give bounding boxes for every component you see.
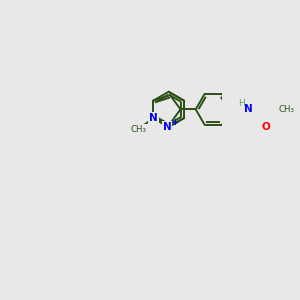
Text: CH₃: CH₃: [130, 125, 146, 134]
Text: N: N: [244, 104, 253, 114]
Text: +: +: [171, 118, 178, 127]
Text: O: O: [262, 122, 270, 132]
Text: H: H: [238, 99, 245, 108]
Text: N: N: [149, 113, 158, 123]
Text: N: N: [163, 122, 171, 132]
Text: CH₃: CH₃: [279, 105, 295, 114]
